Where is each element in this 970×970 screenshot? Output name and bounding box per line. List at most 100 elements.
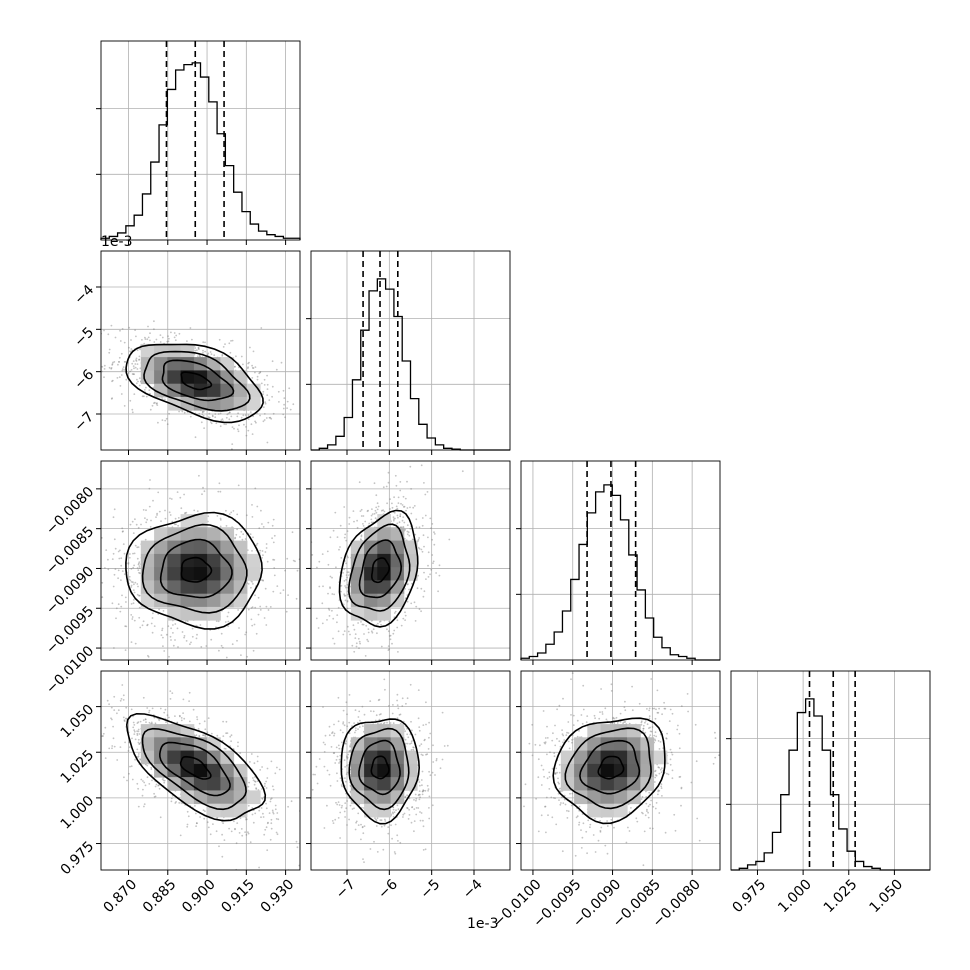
- panel-4-2: −7 −6 −5 −4: [306, 670, 511, 902]
- density-cell: [627, 750, 641, 765]
- density-cell: [233, 553, 248, 568]
- density-cell: [193, 593, 208, 608]
- panel-frame: [100, 250, 301, 451]
- contour-4: [125, 511, 263, 630]
- panel-2-2: [306, 250, 511, 455]
- density-cell: [154, 737, 168, 751]
- density-cell: [154, 593, 168, 608]
- y-tick-label: −7: [71, 409, 97, 435]
- density-cell: [193, 763, 208, 778]
- density-cell: [180, 357, 195, 371]
- density-cell: [574, 777, 588, 791]
- density-cell: [154, 724, 168, 738]
- contour-1: [370, 557, 391, 584]
- density-cell: [180, 370, 195, 385]
- contour-4: [552, 717, 666, 825]
- density-cell: [364, 790, 378, 805]
- density-cell: [233, 790, 248, 805]
- density-cell: [167, 580, 181, 595]
- density-cell: [587, 763, 601, 778]
- density-cell: [140, 553, 155, 568]
- density-cell: [140, 567, 155, 581]
- density-cell: [154, 343, 168, 358]
- density-cell: [193, 567, 208, 581]
- density-cell: [207, 553, 221, 568]
- panel-frame: [310, 670, 511, 871]
- density-cell: [600, 803, 615, 818]
- contour-4: [125, 343, 264, 424]
- density-cell: [364, 567, 378, 581]
- density-cell: [207, 763, 221, 778]
- contour-2: [159, 538, 233, 599]
- contour-3: [348, 523, 411, 612]
- density-cell: [377, 803, 391, 818]
- panel-frame: [520, 460, 721, 661]
- density-cell: [207, 567, 221, 581]
- density-cell: [140, 580, 155, 595]
- param-2-x-offset-label: 1e-3: [467, 916, 498, 932]
- density-cell: [180, 553, 195, 568]
- density-cell: [220, 763, 235, 778]
- density-cell: [377, 606, 391, 621]
- density-cell: [350, 540, 365, 555]
- density-cell: [246, 790, 261, 805]
- density-cell: [167, 357, 181, 371]
- density-cell: [154, 580, 168, 595]
- density-cell: [167, 750, 181, 765]
- density-cell: [193, 606, 208, 621]
- x-tick-label: 0.975: [730, 876, 770, 916]
- panel-4-3: −0.0100−0.0095−0.0090−0.0085−0.0080: [490, 670, 721, 931]
- density-cell: [180, 580, 195, 595]
- param-2-y-offset-label: 1e-3: [101, 234, 132, 250]
- x-tick-label: 0.900: [179, 876, 219, 916]
- density-cell: [154, 527, 168, 541]
- density-cell: [613, 750, 628, 765]
- density-cell: [154, 553, 168, 568]
- y-tick-label: −6: [71, 367, 97, 393]
- x-tick-label: −4: [460, 876, 486, 902]
- density-cell: [613, 790, 628, 805]
- x-tick-label: 1.050: [866, 876, 906, 916]
- density-cell: [600, 777, 615, 791]
- x-tick-label: −5: [417, 876, 443, 902]
- contour-3: [143, 350, 251, 412]
- density-cell: [390, 763, 405, 778]
- density-cell: [180, 790, 195, 805]
- density-cell: [207, 593, 221, 608]
- y-tick-label: 1.025: [58, 747, 98, 787]
- density-cell: [364, 580, 378, 595]
- panel-1-1: [96, 40, 301, 245]
- density-cell: [390, 540, 405, 555]
- x-tick-label: 0.885: [140, 876, 180, 916]
- panel-frame: [100, 460, 301, 661]
- density-cell: [613, 777, 628, 791]
- density-cell: [193, 527, 208, 541]
- density-cell: [220, 527, 235, 541]
- density-cell: [220, 790, 235, 805]
- y-tick-label: 1.000: [58, 793, 98, 833]
- histogram-4: [731, 698, 930, 871]
- panel-frame: [310, 460, 511, 661]
- density-cell: [207, 790, 221, 805]
- density-cell: [167, 553, 181, 568]
- density-cell: [167, 370, 181, 385]
- y-tick-label: 0.975: [58, 839, 98, 879]
- density-cell: [193, 553, 208, 568]
- contour-1: [179, 755, 212, 780]
- density-cell: [627, 737, 641, 751]
- contour-1: [597, 755, 625, 780]
- density-cell: [154, 370, 168, 385]
- density-cell: [167, 343, 181, 358]
- x-tick-label: −7: [333, 876, 359, 902]
- density-cell: [154, 383, 168, 398]
- density-cell: [403, 763, 418, 778]
- density-cell: [377, 540, 391, 555]
- density-cell: [140, 737, 155, 751]
- density-cell: [220, 777, 235, 791]
- density-cell: [193, 370, 208, 385]
- density-cell: [627, 763, 641, 778]
- contour-1: [370, 755, 390, 780]
- density-cell: [377, 567, 391, 581]
- panel-frame: [310, 250, 511, 451]
